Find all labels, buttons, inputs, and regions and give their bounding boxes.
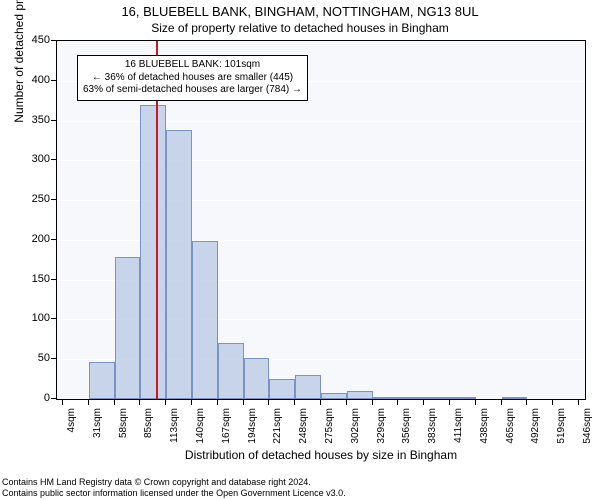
y-tick-mark	[51, 358, 56, 359]
x-tick-mark	[423, 400, 424, 405]
y-tick-label: 50	[2, 352, 50, 364]
y-tick-mark	[51, 318, 56, 319]
histogram-bar	[295, 375, 321, 399]
x-tick-mark	[268, 400, 269, 405]
chart-subtitle: Size of property relative to detached ho…	[0, 21, 600, 35]
histogram-bar	[192, 241, 218, 399]
annotation-line-1: 16 BLUEBELL BANK: 101sqm	[83, 59, 302, 72]
histogram-bar	[398, 397, 424, 399]
x-tick-mark	[165, 400, 166, 405]
y-tick-mark	[51, 80, 56, 81]
y-tick-mark	[51, 120, 56, 121]
footer-line-2: Contains public sector information licen…	[2, 488, 346, 499]
x-tick-mark	[139, 400, 140, 405]
y-tick-mark	[51, 398, 56, 399]
histogram-bar	[269, 379, 295, 399]
histogram-bar	[502, 397, 528, 399]
x-tick-mark	[372, 400, 373, 405]
y-tick-label: 400	[2, 74, 50, 86]
x-tick-mark	[217, 400, 218, 405]
histogram-bar	[166, 130, 192, 399]
x-tick-mark	[320, 400, 321, 405]
y-axis-label: Number of detached properties	[12, 0, 26, 220]
footer-line-1: Contains HM Land Registry data © Crown c…	[2, 477, 346, 488]
annotation-line-3: 63% of semi-detached houses are larger (…	[83, 84, 302, 97]
x-tick-mark	[243, 400, 244, 405]
y-tick-mark	[51, 199, 56, 200]
histogram-bar	[347, 391, 373, 399]
histogram-bar	[450, 397, 476, 399]
histogram-bar	[140, 105, 166, 399]
y-tick-mark	[51, 159, 56, 160]
grid-line	[57, 160, 585, 161]
annotation-box: 16 BLUEBELL BANK: 101sqm ← 36% of detach…	[77, 55, 308, 101]
histogram-bar	[89, 362, 115, 399]
x-tick-mark	[397, 400, 398, 405]
y-tick-mark	[51, 279, 56, 280]
y-tick-label: 150	[2, 273, 50, 285]
y-tick-label: 100	[2, 312, 50, 324]
grid-line	[57, 200, 585, 201]
x-tick-mark	[346, 400, 347, 405]
y-tick-mark	[51, 239, 56, 240]
grid-line	[57, 121, 585, 122]
chart-root: { "chart": { "type": "histogram", "title…	[0, 0, 600, 500]
histogram-bar	[424, 397, 450, 399]
x-tick-mark	[62, 400, 63, 405]
x-tick-mark	[294, 400, 295, 405]
x-tick-mark	[501, 400, 502, 405]
x-tick-mark	[449, 400, 450, 405]
histogram-bar	[373, 397, 399, 399]
chart-title: 16, BLUEBELL BANK, BINGHAM, NOTTINGHAM, …	[0, 4, 600, 19]
plot-area: 16 BLUEBELL BANK: 101sqm ← 36% of detach…	[56, 40, 586, 400]
x-tick-mark	[552, 400, 553, 405]
x-axis-label: Distribution of detached houses by size …	[56, 448, 586, 462]
y-tick-label: 0	[2, 392, 50, 404]
x-tick-mark	[578, 400, 579, 405]
y-tick-label: 200	[2, 233, 50, 245]
histogram-bar	[321, 393, 347, 399]
x-tick-mark	[114, 400, 115, 405]
y-tick-label: 450	[2, 34, 50, 46]
y-tick-label: 350	[2, 114, 50, 126]
grid-line	[57, 240, 585, 241]
histogram-bar	[218, 343, 244, 399]
x-tick-mark	[475, 400, 476, 405]
x-tick-mark	[191, 400, 192, 405]
annotation-line-2: ← 36% of detached houses are smaller (44…	[83, 72, 302, 85]
histogram-bar	[244, 358, 270, 399]
y-tick-label: 300	[2, 153, 50, 165]
y-tick-label: 250	[2, 193, 50, 205]
x-tick-mark	[526, 400, 527, 405]
y-tick-mark	[51, 40, 56, 41]
histogram-bar	[115, 257, 141, 399]
x-tick-mark	[88, 400, 89, 405]
footer-attribution: Contains HM Land Registry data © Crown c…	[2, 477, 346, 499]
